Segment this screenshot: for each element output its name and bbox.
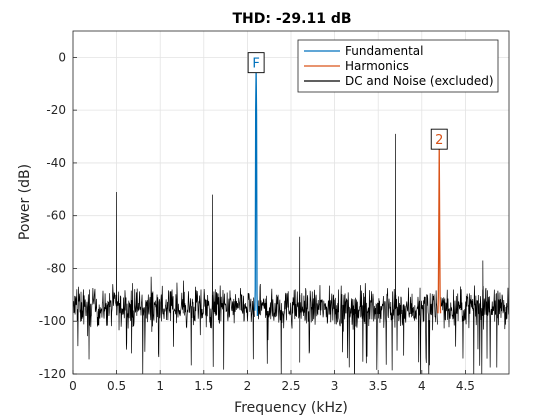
x-tick-label: 4 <box>418 379 426 393</box>
x-tick-label: 1.5 <box>194 379 213 393</box>
y-tick-label: -120 <box>39 367 66 381</box>
peak-marker-box <box>430 128 448 150</box>
x-tick-label: 2 <box>244 379 252 393</box>
x-tick-label: 4.5 <box>456 379 475 393</box>
peak-marker-box <box>247 52 265 74</box>
peak-marker-label: F <box>252 57 259 72</box>
y-tick-label: 0 <box>58 50 66 64</box>
chart-title: THD: -29.11 dB <box>232 11 351 27</box>
y-tick-label: -60 <box>46 209 66 223</box>
x-tick-label: 3 <box>331 379 339 393</box>
peak-marker-label: 2 <box>435 133 443 148</box>
harmonics-series-line <box>437 147 442 314</box>
noise-series-line <box>73 133 509 374</box>
x-tick-label: 0.5 <box>107 379 126 393</box>
legend-entry: Fundamental <box>345 44 424 58</box>
x-tick-label: 0 <box>69 379 77 393</box>
y-tick-label: -20 <box>46 103 66 117</box>
y-axis-label: Power (dB) <box>17 164 33 240</box>
plot-area: F2 <box>73 52 509 374</box>
axis-ticks: 0 0.5 1 1.5 2 2.5 3 3.5 4 4.5 0 -20 -40 -60 -80 -100 -12… <box>39 50 475 393</box>
y-tick-label: -100 <box>39 314 66 328</box>
x-tick-label: 1 <box>156 379 164 393</box>
x-tick-label: 2.5 <box>281 379 300 393</box>
x-axis-label: Frequency (kHz) <box>234 400 348 416</box>
fundamental-series-line <box>254 70 259 316</box>
x-tick-label: 3.5 <box>369 379 388 393</box>
legend-entry: DC and Noise (excluded) <box>345 74 494 88</box>
y-tick-label: -80 <box>46 261 66 275</box>
legend-entry: Harmonics <box>345 59 409 73</box>
y-tick-label: -40 <box>46 156 66 170</box>
